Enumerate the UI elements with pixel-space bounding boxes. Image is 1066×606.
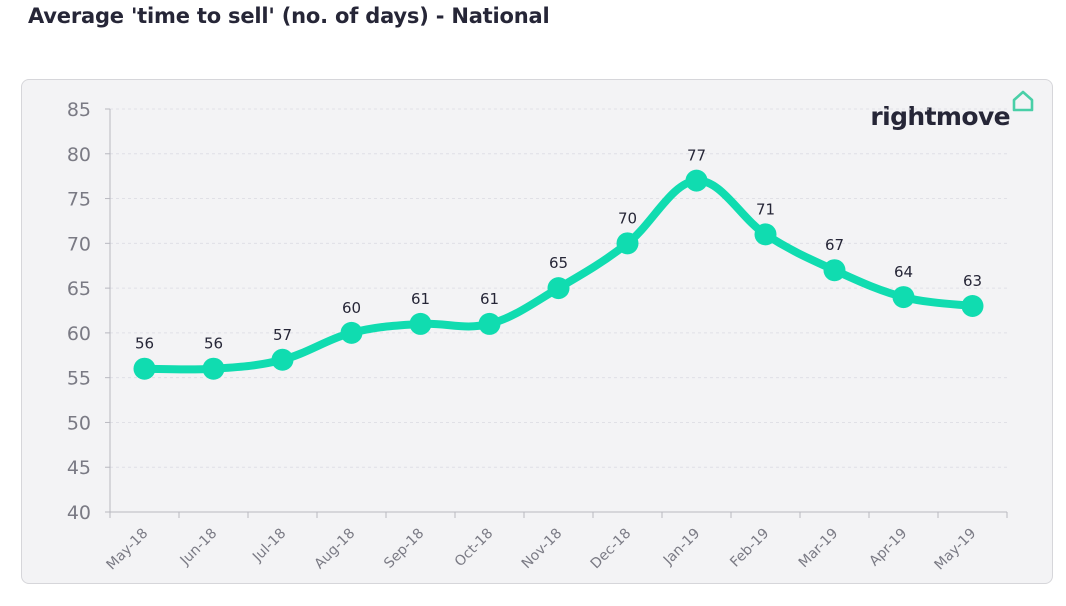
x-tick-label: Mar-19 xyxy=(796,526,842,572)
data-label: 56 xyxy=(204,335,223,353)
data-point xyxy=(202,357,225,380)
data-label: 77 xyxy=(687,147,706,165)
data-label: 63 xyxy=(963,272,982,290)
x-tick-label: Nov-18 xyxy=(519,526,566,573)
logo-text: rightmove xyxy=(870,102,1010,131)
data-label: 61 xyxy=(411,290,430,308)
x-tick-label: Apr-19 xyxy=(866,526,910,570)
data-label: 61 xyxy=(480,290,499,308)
x-tick-label: May-18 xyxy=(104,526,152,574)
data-point xyxy=(892,286,915,309)
data-point xyxy=(547,277,570,300)
y-tick-label: 75 xyxy=(67,189,91,211)
data-label: 57 xyxy=(273,326,292,344)
y-tick-label: 85 xyxy=(67,99,91,121)
data-label: 71 xyxy=(756,200,775,218)
x-tick-label: Sep-18 xyxy=(381,526,427,572)
data-label: 67 xyxy=(825,236,844,254)
y-tick-label: 70 xyxy=(67,233,91,255)
y-tick-label: 60 xyxy=(67,323,91,345)
data-point xyxy=(754,223,777,246)
x-tick-label: Jul-18 xyxy=(249,526,289,566)
x-tick-label: Feb-19 xyxy=(727,526,772,571)
axes xyxy=(105,108,1008,518)
data-labels: 56 56 57 60 61 61 65 70 77 71 67 64 63 xyxy=(135,147,982,353)
house-outline-icon xyxy=(1012,90,1034,117)
data-label: 60 xyxy=(342,299,361,317)
data-label: 65 xyxy=(549,254,568,272)
page-title: Average 'time to sell' (no. of days) - N… xyxy=(28,4,550,28)
data-label: 70 xyxy=(618,209,637,227)
x-tick-label: Jun-18 xyxy=(177,526,221,570)
data-point xyxy=(961,295,984,318)
data-point xyxy=(823,259,846,282)
series-line xyxy=(140,176,977,374)
x-tick-label: Oct-18 xyxy=(452,526,497,571)
x-tick-label: May-19 xyxy=(932,526,980,574)
data-point xyxy=(616,232,639,255)
y-tick-label: 55 xyxy=(67,368,91,390)
data-point xyxy=(340,321,363,344)
data-point xyxy=(133,357,156,380)
y-tick-label: 50 xyxy=(67,412,91,434)
data-point xyxy=(271,348,294,371)
x-axis-tick-labels: May-18 Jun-18 Jul-18 Aug-18 Sep-18 Oct-18 Nov-… xyxy=(104,526,980,574)
y-tick-label: 40 xyxy=(67,502,91,524)
data-label: 56 xyxy=(135,335,154,353)
rightmove-logo: rightmove xyxy=(870,90,1034,131)
chart-panel: rightmove xyxy=(21,79,1053,584)
y-tick-label: 80 xyxy=(67,144,91,166)
x-tick-label: Aug-18 xyxy=(312,526,359,573)
y-axis-tick-labels: 40 45 50 55 60 65 70 75 80 85 xyxy=(67,99,91,524)
data-label: 64 xyxy=(894,263,913,281)
data-points xyxy=(133,169,984,380)
data-point xyxy=(685,169,708,192)
y-tick-label: 65 xyxy=(67,278,91,300)
y-tick-label: 45 xyxy=(67,457,91,479)
x-tick-label: Jan-19 xyxy=(660,526,703,569)
data-point xyxy=(409,312,432,335)
x-tick-label: Dec-18 xyxy=(588,526,635,573)
data-point xyxy=(478,312,501,335)
